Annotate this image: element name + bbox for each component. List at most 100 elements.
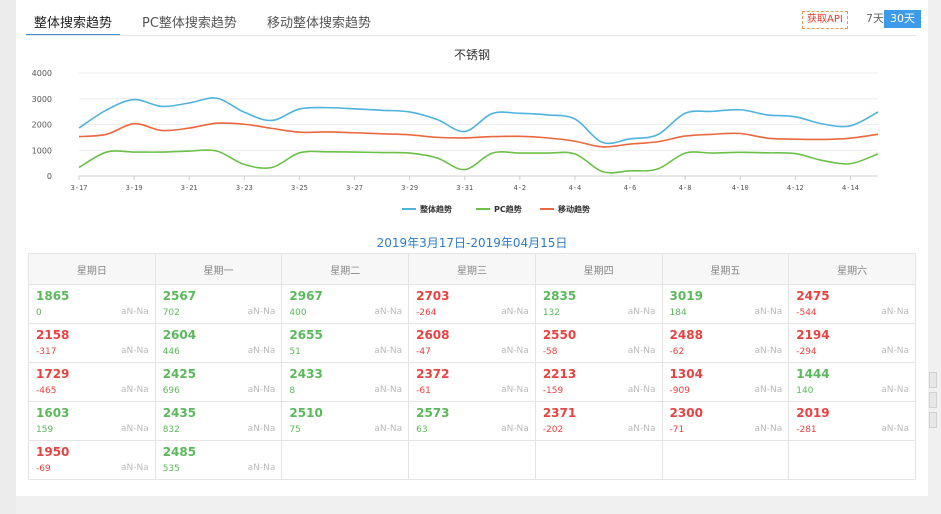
day-search-value: 2573 <box>416 406 450 420</box>
day-change-value: -264 <box>416 308 437 318</box>
day-change-value: 832 <box>162 425 180 435</box>
day-search-value: 2488 <box>669 328 703 342</box>
calendar-day-cell: 2194 -294 aN-Na <box>788 323 916 363</box>
legend-label-pc: PC趋势 <box>494 204 522 214</box>
day-change-value: -909 <box>669 386 690 396</box>
calendar-day-cell: 2608 -47 aN-Na <box>408 323 536 363</box>
day-search-value: 2567 <box>162 289 197 303</box>
calendar-day-cell: 2019 -281 aN-Na <box>788 401 916 441</box>
day-search-value: 1603 <box>36 406 70 420</box>
day-search-value: 2425 <box>162 367 197 381</box>
weekday-header: 星期五 <box>661 253 790 285</box>
range-30-days-button[interactable]: 30天 <box>884 10 921 28</box>
day-change-value: 140 <box>796 386 814 396</box>
day-search-value: 1865 <box>36 289 70 303</box>
calendar-day-cell: 2371 -202 aN-Na <box>534 401 663 441</box>
day-search-value: 2655 <box>289 328 323 342</box>
day-change-value: -62 <box>669 347 685 357</box>
tab-divider <box>26 35 916 36</box>
calendar-day-cell: 2655 51 aN-Na <box>281 323 410 363</box>
day-search-value: 3019 <box>669 289 703 303</box>
day-change-value: 184 <box>669 308 687 318</box>
x-tick-label: 3-25 <box>291 184 308 192</box>
day-ratio-value: aN-Na <box>501 307 529 317</box>
day-search-value: 1729 <box>36 367 70 381</box>
date-range-label: 2019年3月17日-2019年04月15日 <box>376 236 568 250</box>
weekday-header: 星期三 <box>408 253 536 285</box>
day-ratio-value: aN-Na <box>374 385 403 395</box>
x-tick-label: 4-12 <box>787 184 804 192</box>
trend-panel: 整体搜索趋势 PC整体搜索趋势 移动整体搜索趋势 获取API 7天 30天 不锈… <box>16 0 928 496</box>
day-search-value: 2485 <box>162 445 197 459</box>
calendar-day-cell: 2433 8 aN-Na <box>281 362 410 402</box>
day-ratio-value: aN-Na <box>627 307 656 317</box>
left-gutter <box>0 0 16 514</box>
x-tick-label: 3-17 <box>71 184 88 192</box>
day-change-value: 696 <box>162 386 180 396</box>
tab-pc-trend[interactable]: PC整体搜索趋势 <box>142 16 237 31</box>
day-ratio-value: aN-Na <box>120 346 149 356</box>
day-ratio-value: aN-Na <box>247 346 276 356</box>
y-tick-label: 4000 <box>32 69 52 78</box>
weekday-header: 星期一 <box>154 253 283 285</box>
day-search-value: 2213 <box>542 367 577 381</box>
daily-calendar-table: 星期日 星期一 星期二 星期三 星期四 星期五 星期六 1865 0 aN-Na 2567 702 a… <box>28 253 916 480</box>
x-tick-label: 4-6 <box>624 184 637 192</box>
calendar-day-cell: 2158 -317 aN-Na <box>28 323 156 363</box>
x-tick-label: 4-4 <box>569 184 582 192</box>
weekday-header: 星期日 <box>28 253 156 285</box>
get-api-button[interactable]: 获取API <box>802 11 848 29</box>
day-ratio-value: aN-Na <box>754 424 783 434</box>
x-tick-label: 3-31 <box>456 184 473 192</box>
y-tick-label: 0 <box>47 172 52 181</box>
calendar-day-cell: 2213 -159 aN-Na <box>534 362 663 402</box>
day-ratio-value: aN-Na <box>374 346 403 356</box>
day-ratio-value: aN-Na <box>120 307 149 317</box>
x-tick-label: 4-8 <box>679 184 692 192</box>
day-ratio-value: aN-Na <box>881 346 909 356</box>
calendar-day-cell: 2488 -62 aN-Na <box>661 323 790 363</box>
day-change-value: 446 <box>162 347 180 357</box>
day-search-value: 2158 <box>36 328 70 342</box>
calendar-day-cell: 1444 140 aN-Na <box>788 362 916 402</box>
day-ratio-value: aN-Na <box>120 385 149 395</box>
calendar-day-cell: 1304 -909 aN-Na <box>661 362 790 402</box>
weekday-header: 星期四 <box>534 253 663 285</box>
edge-handle[interactable] <box>929 372 937 388</box>
day-change-value: -202 <box>542 425 564 435</box>
x-tick-label: 3-29 <box>401 184 418 192</box>
calendar-day-cell: 2567 702 aN-Na <box>154 284 283 324</box>
day-change-value: 63 <box>416 425 428 435</box>
tab-mobile-trend[interactable]: 移动整体搜索趋势 <box>266 16 371 31</box>
calendar-day-cell: 2475 -544 aN-Na <box>788 284 916 324</box>
day-search-value: 1304 <box>669 367 703 381</box>
calendar-row: 1729 -465 aN-Na 2425 696 aN-Na 2433 8 aN-Na 2372 -… <box>28 362 916 402</box>
calendar-row: 1865 0 aN-Na 2567 702 aN-Na 2967 400 aN-Na 2703 -2… <box>28 284 916 324</box>
legend-label-overall: 整体趋势 <box>419 204 452 214</box>
day-search-value: 2194 <box>796 328 830 342</box>
weekday-header: 星期六 <box>788 253 916 285</box>
calendar-day-cell: 1603 159 aN-Na <box>28 401 156 441</box>
day-change-value: -69 <box>36 464 51 474</box>
range-7-days-button[interactable]: 7天 <box>866 12 884 25</box>
calendar-empty-cell <box>788 440 916 480</box>
calendar-day-cell: 2835 132 aN-Na <box>534 284 663 324</box>
day-search-value: 2608 <box>416 328 450 342</box>
calendar-day-cell: 2300 -71 aN-Na <box>661 401 790 441</box>
edge-handle[interactable] <box>929 412 937 428</box>
day-change-value: 400 <box>289 308 307 318</box>
day-change-value: 0 <box>36 308 42 318</box>
day-change-value: 535 <box>162 464 180 474</box>
calendar-day-cell: 2967 400 aN-Na <box>281 284 410 324</box>
calendar-day-cell: 2425 696 aN-Na <box>154 362 283 402</box>
tab-overall-trend[interactable]: 整体搜索趋势 <box>26 8 121 36</box>
day-ratio-value: aN-Na <box>374 424 403 434</box>
calendar-day-cell: 2550 -58 aN-Na <box>534 323 663 363</box>
edge-handle[interactable] <box>929 392 937 408</box>
day-change-value: 8 <box>289 386 296 396</box>
weekday-header: 星期二 <box>281 253 410 285</box>
day-change-value: -71 <box>669 425 685 435</box>
y-tick-label: 2000 <box>32 121 52 130</box>
day-ratio-value: aN-Na <box>881 424 909 434</box>
calendar-day-cell: 2573 63 aN-Na <box>408 401 536 441</box>
